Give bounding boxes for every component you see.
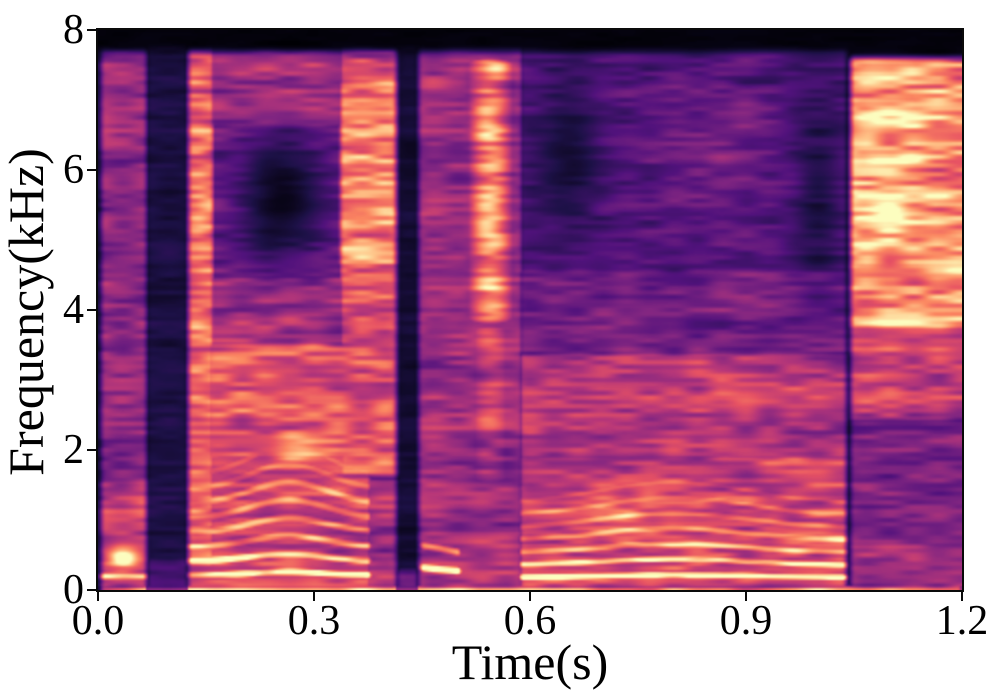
y-tick-label: 4 [63,287,84,333]
x-tick-label: 0.0 [71,598,125,644]
y-tick-label: 8 [63,7,84,53]
x-tick-label: 0.9 [719,598,773,644]
x-tick-label: 0.3 [287,598,341,644]
x-tick [529,592,531,601]
y-tick-label: 2 [63,427,84,473]
x-tick [313,592,315,601]
plot-frame [96,28,964,592]
y-tick-label: 6 [63,147,84,193]
y-tick [87,169,96,171]
y-tick [87,29,96,31]
y-tick-label: 0 [63,567,84,613]
x-axis-label: Time(s) [451,634,609,690]
x-tick [745,592,747,601]
spectrogram-heatmap [98,30,962,590]
x-tick-label: 1.2 [935,598,989,644]
x-tick-label: 0.6 [503,598,557,644]
y-axis-label: Frequency(kHz) [0,148,54,476]
x-tick [97,592,99,601]
x-tick [961,592,963,601]
y-tick [87,589,96,591]
y-tick [87,449,96,451]
y-tick [87,309,96,311]
